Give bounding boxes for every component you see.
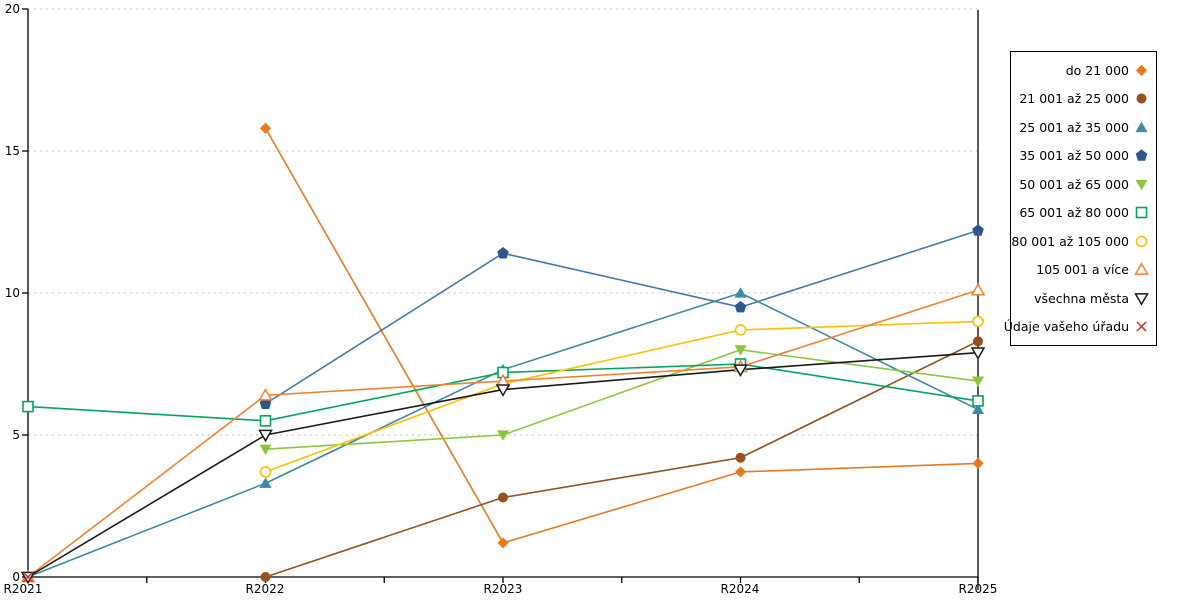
marker-series1-R2023 [498,492,508,503]
y-tick-label: 5 [12,428,20,442]
series-line-1 [265,340,979,578]
marker-series8-R2023 [495,384,511,397]
marker-series0-R2024 [734,466,747,478]
marker-series3-R2024 [734,301,747,313]
pentagon-filled-icon [1135,149,1148,161]
marker-series2-R2022 [259,477,272,488]
circle-filled-icon [1136,93,1147,104]
triangle-down-filled-icon [1135,179,1148,191]
square-open-icon-shape [1135,206,1148,219]
triangle-down-open-icon-shape [1134,292,1149,306]
marker-series6-R2025 [972,315,984,328]
marker-series5-R2021 [22,400,34,413]
square-open-icon [1135,206,1148,219]
series-line-6 [265,320,979,473]
marker-series1-R2022 [260,572,271,582]
x-tick-label: R2021 [3,582,43,596]
legend-item-4: 50 001 až 65 000 [1011,171,1156,197]
series-line-3 [265,229,979,405]
marker-series0-R2023 [497,537,509,549]
legend-item-3: 35 001 až 50 000 [1011,143,1156,169]
legend-label: 105 001 a více [1036,262,1129,278]
marker-series8-R2024 [733,364,748,377]
marker-series4-R2024 [734,345,747,356]
marker-series5-R2025 [972,395,984,407]
legend-item-2: 25 001 až 35 000 [1011,114,1156,140]
legend-label: 25 001 až 35 000 [1019,119,1129,135]
legend-item-0: do 21 000 [1011,57,1156,83]
legend: do 21 000 21 001 až 25 000 25 001 až 35 00… [1004,51,1157,346]
marker-series7-R2022 [258,387,273,401]
legend-label: všechna města [1034,290,1129,306]
legend-item-9: Údaje vašeho úřadu [1004,314,1156,340]
x-tick-label: R2025 [958,582,998,596]
legend-item-8: všechna města [1011,285,1156,311]
triangle-up-open-icon-shape [1134,262,1149,276]
y-tick-label: 0 [12,570,20,584]
legend-item-1: 21 001 až 25 000 [1011,86,1156,112]
x-icon [1136,321,1147,332]
series-line-4 [265,348,979,450]
marker-series6-R2022 [259,466,272,478]
marker-series0-R2025 [972,457,984,469]
legend-label: 65 001 až 80 000 [1019,205,1129,221]
legend-label: Údaje vašeho úřadu [1003,319,1129,335]
legend-item-7: 105 001 a více [1011,257,1156,283]
legend-label: 50 001 až 65 000 [1019,176,1129,192]
x-tick-label: R2023 [483,582,523,596]
marker-series2-R2024 [734,287,747,298]
circle-open-icon [1135,235,1148,248]
legend-label: 35 001 až 50 000 [1019,148,1129,164]
marker-series5-R2022 [259,414,272,427]
triangle-up-filled-icon [1135,121,1148,132]
series-line-0 [264,127,979,544]
marker-series7-R2025 [970,282,986,296]
marker-series8-R2022 [258,429,273,443]
marker-series4-R2022 [259,444,272,455]
marker-series4-R2023 [497,430,509,441]
marker-series6-R2024 [734,324,747,336]
pentagon-filled-icon-shape [1135,149,1148,161]
y-tick-label: 10 [4,286,20,300]
triangle-up-open-icon [1134,262,1149,276]
triangle-down-filled-icon-shape [1135,179,1148,191]
marker-series2-R2025 [972,403,984,415]
x-icon-shape [1136,321,1147,332]
circle-open-icon-shape [1135,235,1148,248]
legend-label: do 21 000 [1065,62,1129,78]
marker-series9-R2021 [22,571,34,583]
legend-label: 80 001 až 105 000 [1011,233,1129,249]
marker-series1-R2024 [735,452,746,463]
legend-item-5: 65 001 až 80 000 [1011,200,1156,226]
x-tick-label: R2024 [720,582,760,596]
marker-series3-R2023 [497,247,509,259]
marker-series4-R2025 [972,376,984,387]
diamond-filled-icon [1135,64,1148,76]
marker-series8-R2025 [970,347,986,360]
y-tick-label: 20 [4,2,20,16]
marker-series3-R2025 [972,224,984,236]
marker-series0-R2022 [259,122,272,134]
legend-item-6: 80 001 až 105 000 [1011,228,1156,254]
x-tick-label: R2022 [245,582,285,596]
diamond-filled-icon-shape [1135,64,1148,76]
triangle-up-filled-icon-shape [1135,121,1148,132]
legend-label: 21 001 až 25 000 [1019,91,1129,107]
triangle-down-open-icon [1134,292,1149,306]
y-tick-label: 15 [4,144,20,158]
circle-filled-icon-shape [1136,93,1147,104]
marker-series1-R2025 [973,336,983,347]
